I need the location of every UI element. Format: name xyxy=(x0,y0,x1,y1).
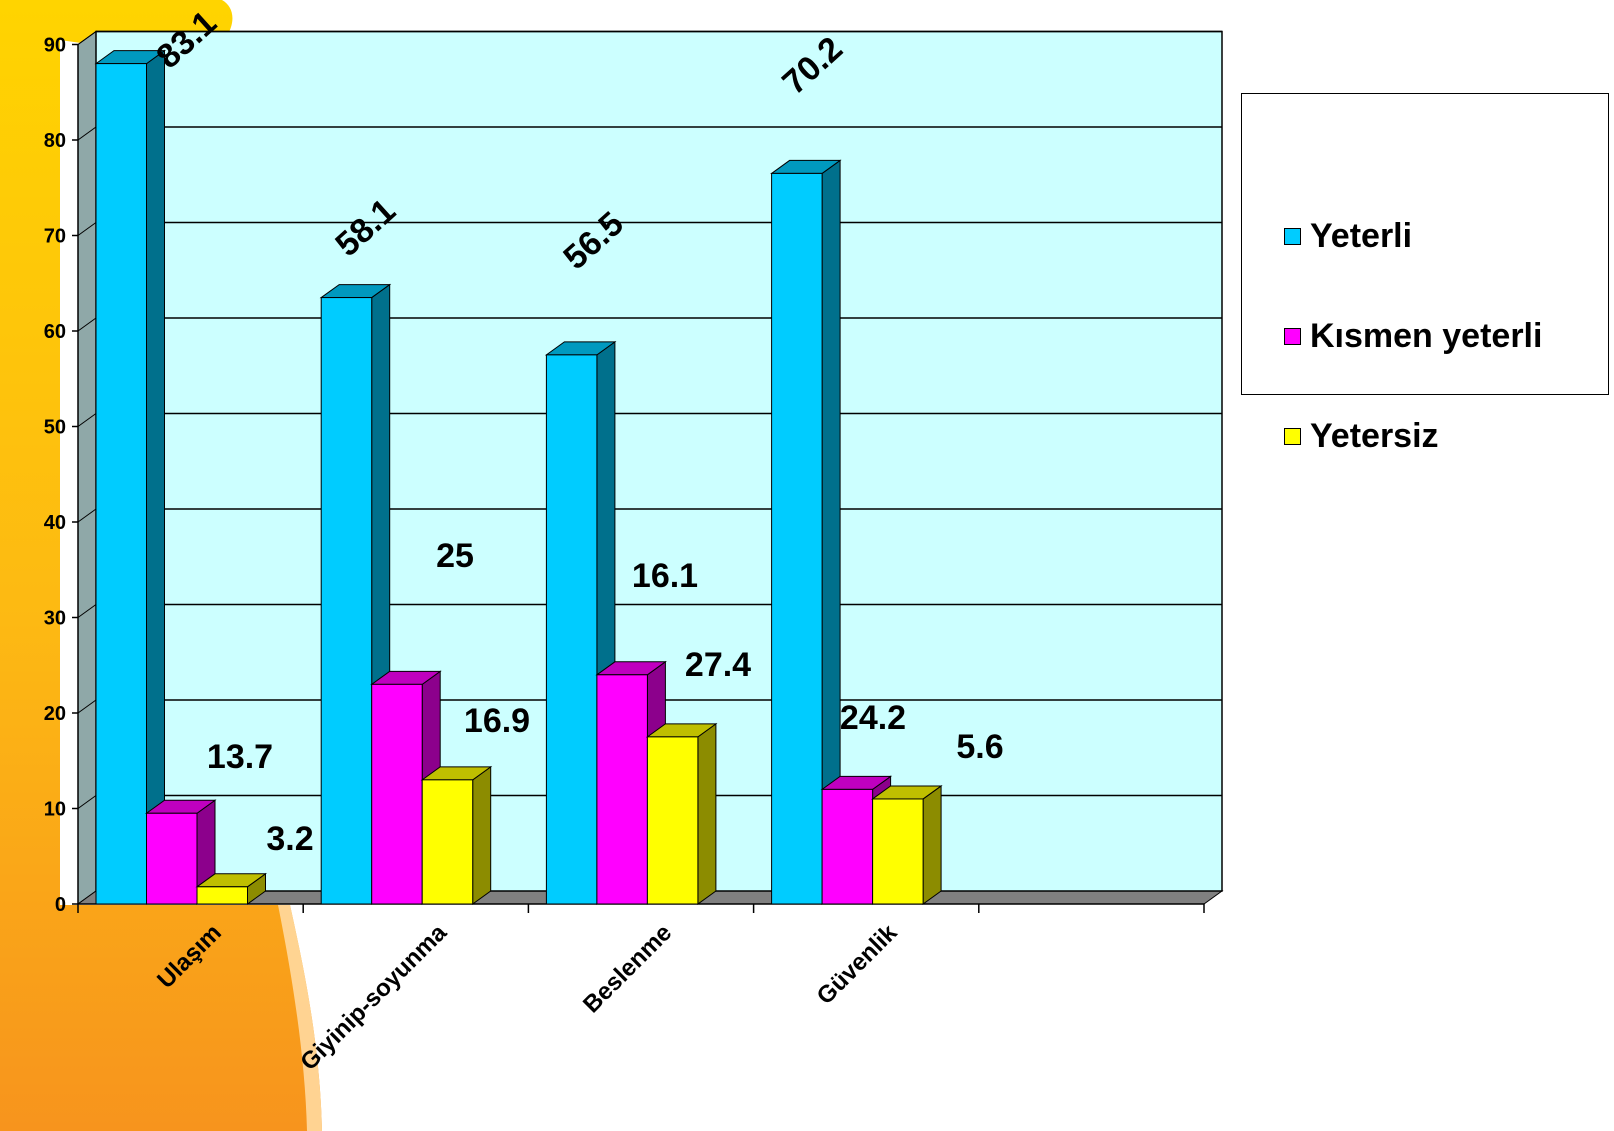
bar-yeterli xyxy=(94,49,167,905)
data-label: 16.9 xyxy=(464,702,530,740)
gridline-side xyxy=(77,222,97,236)
bar-front xyxy=(95,63,147,905)
legend-item-yeterli: Yeterli xyxy=(1284,216,1412,256)
legend-swatch-yeterli xyxy=(1284,227,1301,245)
legend-label-kismen-yeterli: Kısmen yeterli xyxy=(1310,316,1543,355)
bar-front xyxy=(821,788,874,905)
gridline-side xyxy=(77,31,97,45)
legend-swatch-yetersiz xyxy=(1284,427,1301,445)
y-tick-label: 70 xyxy=(44,226,66,248)
bar-yeterli xyxy=(770,159,842,905)
bar-front xyxy=(320,297,373,905)
x-tick-label: Giyinip-soyunma xyxy=(295,919,452,1076)
bar-front xyxy=(146,812,198,905)
side-wall xyxy=(77,30,97,905)
gridline-side xyxy=(77,317,97,332)
bars xyxy=(94,49,943,905)
bar-yetersiz xyxy=(195,872,268,905)
bar-front xyxy=(771,172,823,905)
bar-side xyxy=(922,784,942,905)
gridline-side xyxy=(77,126,97,141)
data-label: 5.6 xyxy=(956,728,1003,766)
data-label: 16.1 xyxy=(632,557,698,595)
data-label: 13.7 xyxy=(207,738,273,776)
legend-label-yetersiz: Yetersiz xyxy=(1310,416,1439,455)
bar-front xyxy=(196,886,248,905)
bar-front xyxy=(545,354,598,905)
gridline-side xyxy=(77,604,97,618)
y-tick-label: 80 xyxy=(44,130,66,152)
bar-side xyxy=(146,49,165,905)
bar-yetersiz xyxy=(871,784,943,905)
y-tick-label: 30 xyxy=(44,608,66,630)
bar-front xyxy=(872,798,924,905)
legend: Yeterli Kısmen yeterli Yetersiz xyxy=(1241,93,1609,455)
data-label: 25 xyxy=(436,537,474,575)
legend-swatch-kismen-yeterli xyxy=(1284,327,1301,345)
data-label: 27.4 xyxy=(685,646,751,684)
legend-label-yeterli: Yeterli xyxy=(1310,216,1413,255)
gridline-side xyxy=(77,699,97,714)
data-label: 24.2 xyxy=(840,699,906,737)
bar-front xyxy=(371,683,423,905)
gridline-side xyxy=(77,413,97,427)
gridline-side xyxy=(77,508,97,523)
y-tick-label: 60 xyxy=(44,321,66,343)
y-tick-label: 20 xyxy=(44,703,66,725)
background-shape xyxy=(0,0,322,1131)
bar-side xyxy=(697,722,717,905)
bar-kismen-yeterli xyxy=(144,799,217,905)
bar-front xyxy=(421,779,474,905)
background-decoration xyxy=(0,0,322,1131)
y-tick-label: 0 xyxy=(55,894,66,916)
data-label: 3.2 xyxy=(266,820,313,858)
y-tick-label: 40 xyxy=(44,512,66,534)
y-tick-label: 50 xyxy=(44,417,66,439)
gridline-side xyxy=(77,795,97,809)
bar-front xyxy=(646,736,699,905)
legend-item-kismen-yeterli: Kısmen yeterli xyxy=(1284,316,1542,356)
x-tick-label: Beslenme xyxy=(578,919,677,1018)
bar-yetersiz xyxy=(420,765,493,905)
y-tick-label: 10 xyxy=(44,799,66,821)
legend-item-yetersiz: Yetersiz xyxy=(1284,416,1439,456)
bar-yetersiz xyxy=(645,722,718,905)
bar-side xyxy=(472,765,492,905)
bar-front xyxy=(596,674,648,905)
y-tick-label: 90 xyxy=(44,35,66,57)
background-highlight xyxy=(278,905,322,1131)
x-tick-label: Güvenlik xyxy=(812,919,903,1010)
